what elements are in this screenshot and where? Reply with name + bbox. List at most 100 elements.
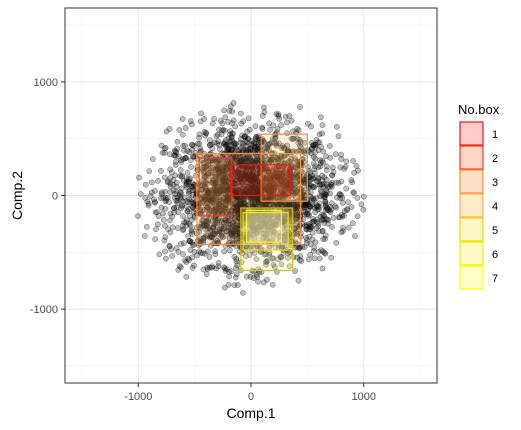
data-point [254,274,261,280]
y-axis: -1000 0 1000 [30,77,65,316]
data-point [223,137,229,143]
data-point [316,255,323,262]
data-point [318,114,324,121]
data-point [198,110,204,117]
data-point [309,197,316,204]
data-point [136,174,142,181]
data-point [333,179,339,186]
data-point [177,157,184,164]
data-point [213,133,220,139]
legend-label-2: 2 [492,153,498,165]
data-point [349,179,356,186]
data-point [327,209,334,216]
data-point [162,188,169,195]
data-point [295,277,302,284]
data-point [238,110,244,117]
data-point [339,200,346,206]
data-point [167,229,174,236]
legend-label-7: 7 [492,273,498,285]
data-point [213,265,220,272]
box-1 [230,164,292,197]
data-point [319,130,325,137]
data-point [180,227,186,233]
data-point [328,254,335,261]
data-point [312,205,319,211]
data-point [160,216,167,223]
data-point [212,251,219,257]
data-point [241,133,248,140]
data-point [215,259,222,266]
data-point [343,185,350,192]
data-point [188,164,194,170]
data-point [292,155,298,161]
data-point [183,182,189,189]
y-tick-label: 0 [52,191,58,203]
data-point [221,248,228,255]
data-point [189,231,195,237]
data-point [189,264,196,271]
legend-label-6: 6 [492,249,498,261]
data-point [212,248,218,255]
data-point [196,131,203,138]
data-point [286,113,293,119]
data-point [190,204,196,211]
data-point [247,273,254,280]
data-point [320,212,327,219]
data-point [314,216,320,223]
data-point [218,117,224,124]
data-point [208,141,215,148]
data-point [233,271,240,278]
data-point [319,217,326,224]
data-point [166,242,173,249]
data-point [333,124,340,130]
data-point [315,223,322,229]
data-point [155,221,161,228]
data-point [206,177,212,184]
data-point [180,131,186,138]
data-point [275,111,282,118]
data-point [203,271,210,277]
data-point [240,289,246,296]
data-point [183,273,190,280]
data-point [360,206,367,213]
data-point [233,265,239,271]
data-point [323,153,329,160]
data-point [297,104,303,110]
data-point [200,266,207,273]
data-point [154,209,160,215]
data-point [167,175,174,181]
data-point [222,127,228,134]
data-point [327,143,333,149]
data-point [169,253,175,259]
data-point [163,255,169,262]
data-point [251,143,258,150]
legend-label-3: 3 [492,177,498,189]
data-point [349,220,356,227]
data-point [333,239,340,246]
data-point [322,232,329,239]
data-point [330,169,337,175]
data-point [174,225,181,231]
data-point [312,170,318,176]
data-point [179,116,186,122]
data-point [343,158,350,165]
data-point [142,181,149,188]
data-point [229,108,236,115]
box-7 [245,209,283,243]
data-point [155,178,161,184]
data-point [201,116,208,122]
data-point [183,222,190,229]
data-point [315,178,321,185]
data-point [211,115,217,122]
data-point [183,198,190,205]
data-point [327,154,334,161]
data-point [161,149,168,156]
box-2 [198,157,233,217]
data-point [185,188,192,195]
data-point [307,241,314,248]
legend: No.box 1 2 3 4 5 6 7 [458,102,500,290]
data-point [137,191,144,197]
data-point [245,146,252,153]
data-point [321,174,328,181]
